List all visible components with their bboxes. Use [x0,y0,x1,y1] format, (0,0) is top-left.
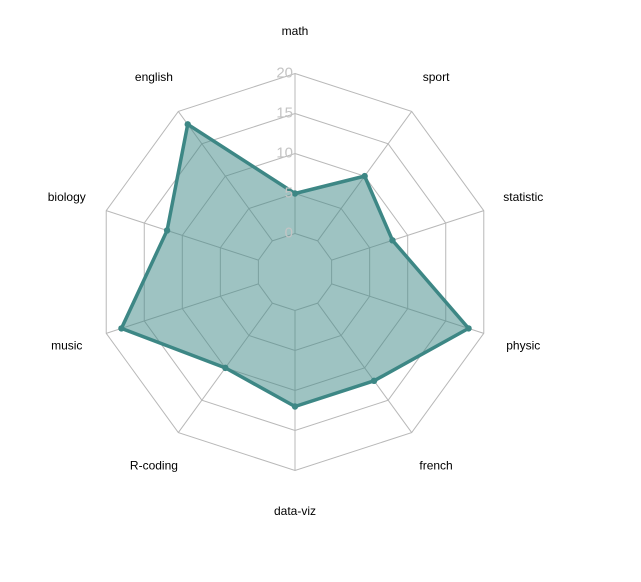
data-point-biology [163,227,171,234]
tick-label-20: 20 [276,64,293,81]
category-label-music: music [51,338,82,352]
category-label-french: french [419,458,452,472]
tick-label-0: 0 [285,224,293,241]
category-label-math: math [282,24,309,38]
category-label-english: english [135,70,173,84]
category-label-R-coding: R-coding [130,458,178,472]
data-point-sport [361,172,368,180]
category-label-biology: biology [48,190,86,204]
data-point-math [291,190,299,197]
category-label-data-viz: data-viz [274,504,316,518]
data-point-music [118,325,125,332]
data-point-data-viz [291,403,299,410]
data-point-physic [465,325,472,332]
category-labels: math sport statistic physic french data-viz R-… [48,24,544,518]
tick-label-15: 15 [276,104,293,121]
tick-label-5: 5 [285,184,293,201]
data-point-statistic [389,237,396,244]
category-label-physic: physic [506,338,540,352]
data-point-french [370,377,378,385]
data-point-R-coding [222,364,229,372]
category-label-sport: sport [423,70,450,84]
radar-series [118,121,472,410]
category-label-statistic: statistic [503,190,543,204]
radial-tick-labels: 0 5 10 15 20 [276,64,293,241]
tick-label-10: 10 [276,144,293,161]
data-point-english [184,121,191,128]
